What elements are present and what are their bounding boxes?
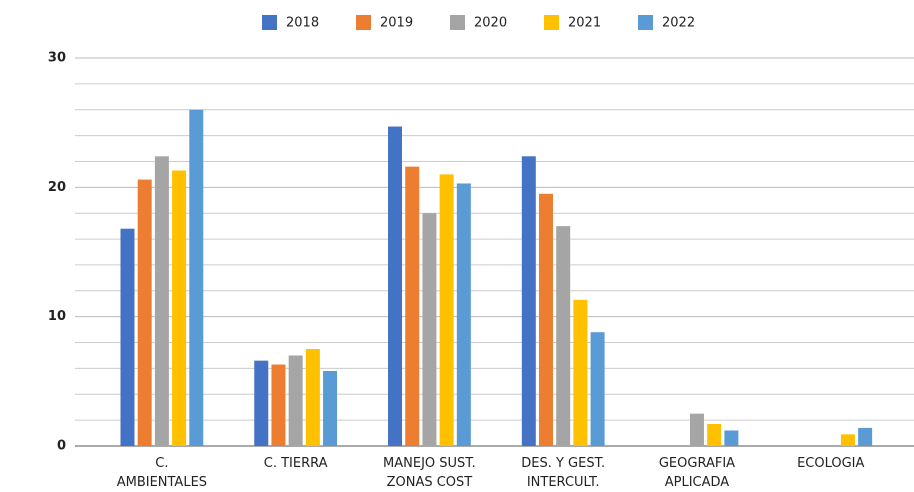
bar (689, 413, 704, 446)
bar (288, 355, 303, 446)
bar (388, 126, 403, 447)
bar (858, 427, 873, 446)
x-tick-label: MANEJO SUST. ZONAS COST (383, 456, 476, 490)
legend-label: 2018 (286, 16, 319, 31)
bar (707, 424, 722, 446)
bar (120, 228, 135, 446)
bar (521, 156, 536, 446)
bar (254, 360, 269, 446)
bar (323, 370, 338, 446)
bar (271, 364, 286, 446)
legend-label: 2021 (568, 16, 601, 31)
bar (724, 430, 739, 446)
x-tick-label: GEOGRAFIA APLICADA (658, 456, 736, 490)
bar (154, 156, 169, 446)
legend-label: 2019 (380, 16, 413, 31)
bar (840, 434, 855, 446)
legend-label: 2020 (474, 16, 507, 31)
x-tick-label: DES. Y GEST. INTERCULT. (521, 456, 606, 490)
legend-label: 2022 (662, 16, 695, 31)
bar (405, 166, 420, 446)
x-tick-label: C. AMBIENTALES (116, 456, 208, 490)
legend-swatch (356, 15, 371, 30)
legend-swatch (544, 15, 559, 30)
y-tick-label: 10 (48, 309, 66, 324)
bar (556, 226, 571, 446)
bar (439, 174, 454, 446)
x-tick-label: ECOLOGIA (797, 456, 865, 471)
bar (305, 349, 320, 446)
y-tick-label: 20 (48, 180, 66, 195)
legend-swatch (450, 15, 465, 30)
legend-swatch (638, 15, 653, 30)
bar (422, 213, 437, 446)
y-tick-label: 0 (57, 439, 66, 454)
y-tick-label: 30 (48, 51, 66, 66)
x-tick-label: C. TIERRA (263, 456, 328, 471)
bar (573, 299, 588, 446)
bar (538, 193, 553, 446)
bar (590, 332, 605, 446)
legend-swatch (262, 15, 277, 30)
bar (189, 109, 204, 446)
bar (137, 179, 152, 446)
bar (456, 183, 471, 446)
bar (172, 170, 187, 446)
